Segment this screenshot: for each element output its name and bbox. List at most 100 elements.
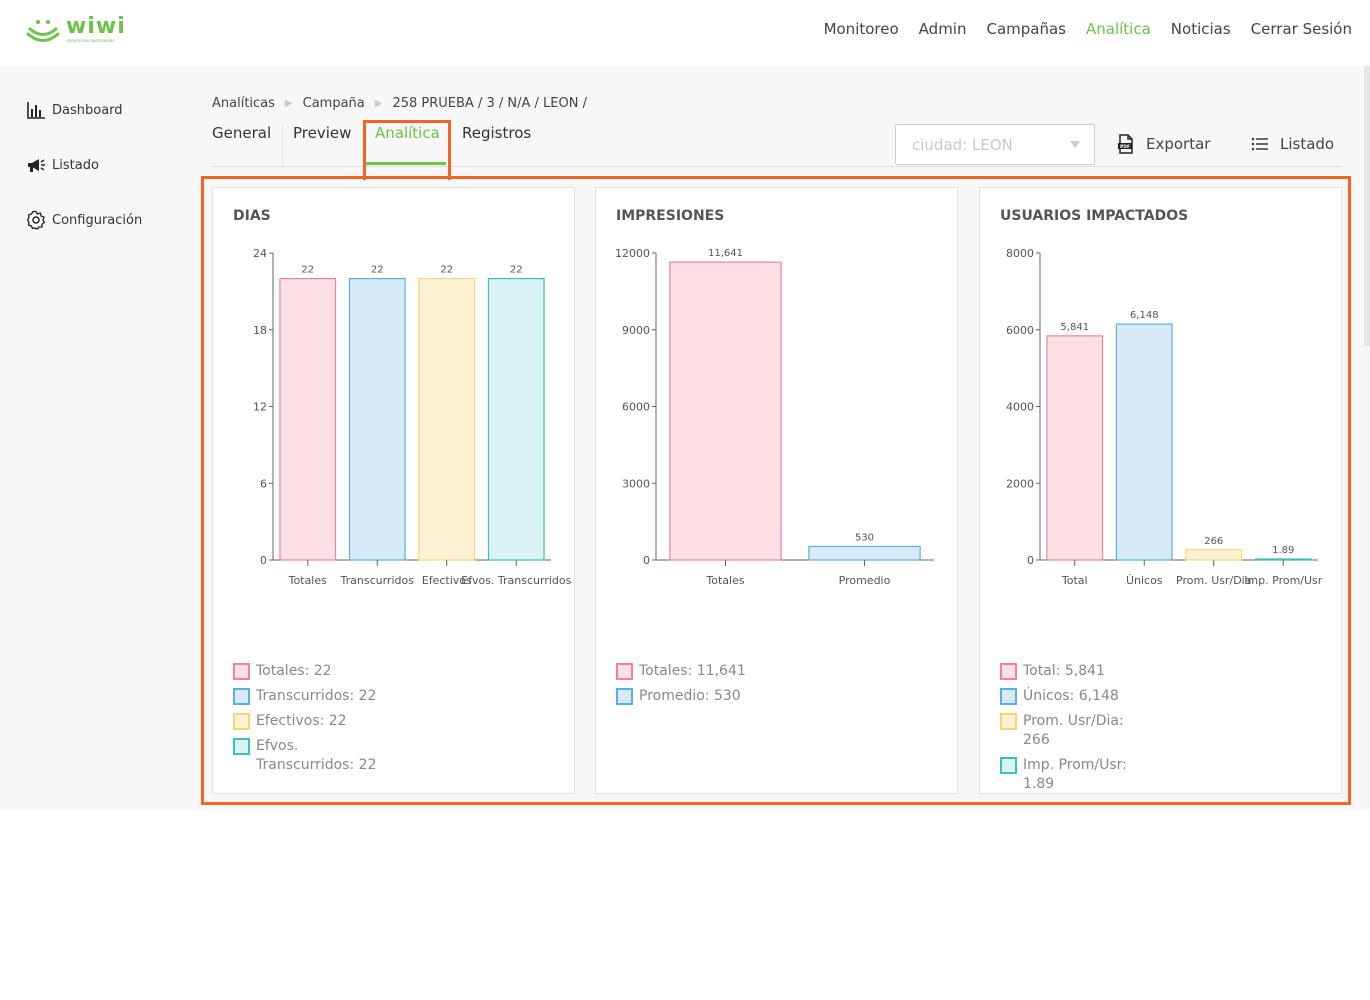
- y-tick-label: 12: [253, 401, 267, 414]
- nav-campanas[interactable]: Campañas: [986, 20, 1066, 38]
- legend-label: Promedio: 530: [639, 688, 741, 704]
- sidebar-item-listado[interactable]: Listado: [26, 151, 142, 179]
- tab-general[interactable]: General: [212, 124, 272, 142]
- data-label: 6,148: [1130, 310, 1159, 321]
- legend-item[interactable]: Transcurridos: 22: [233, 687, 386, 706]
- export-label: Exportar: [1146, 135, 1211, 153]
- legend-item[interactable]: Totales: 22: [233, 662, 386, 681]
- tab-preview[interactable]: Preview: [293, 124, 352, 142]
- legend-label: Totales: 22: [256, 663, 332, 679]
- legend-label: Únicos: 6,148: [1023, 688, 1119, 704]
- y-tick-label: 8000: [1006, 247, 1034, 260]
- chart-legend: Totales: 11,641 Promedio: 530: [616, 662, 746, 712]
- brand-name: wiwi: [66, 14, 126, 39]
- wifi-smile-icon: [26, 20, 60, 42]
- nav-analitica[interactable]: Analítica: [1086, 20, 1151, 38]
- y-tick-label: 3000: [622, 477, 650, 490]
- sidebar-item-label: Configuración: [52, 212, 143, 228]
- legend-label: Efectivos: 22: [256, 713, 347, 729]
- chart-card-dias: DIAS 0 6 12 18 24 22 Totales 22 Transcurridos 22 E…: [212, 187, 575, 794]
- active-tab-indicator: [366, 162, 446, 165]
- bar: [487, 277, 545, 561]
- tab-registros[interactable]: Registros: [462, 124, 532, 142]
- legend-item[interactable]: Totales: 11,641: [616, 662, 746, 681]
- data-label: 530: [855, 532, 874, 543]
- y-tick-label: 0: [643, 554, 650, 567]
- legend-swatch: [233, 663, 250, 680]
- breadcrumb: Analíticas ▶ Campaña ▶ 258 PRUEBA / 3 / …: [212, 96, 587, 111]
- y-tick-label: 9000: [622, 324, 650, 337]
- sidebar-item-configuracion[interactable]: Configuración: [26, 206, 142, 234]
- highlight-tab-box: [363, 120, 451, 180]
- x-tick-label: Transcurridos: [340, 574, 415, 587]
- legend-label: Prom. Usr/Dia: 266: [1023, 713, 1124, 748]
- city-select[interactable]: ciudad: LEON: [895, 124, 1095, 165]
- chevron-down-icon: [1070, 141, 1080, 148]
- chart-legend: Totales: 22 Transcurridos: 22 Efectivos: 2…: [233, 662, 386, 781]
- chart-card-usuarios: USUARIOS IMPACTADOS 0 2000 4000 6000 8000 5,8…: [979, 187, 1342, 794]
- legend-swatch: [1000, 757, 1017, 774]
- tab-bar: General Preview Analítica Registros: [212, 124, 1342, 167]
- data-label: 5,841: [1060, 322, 1089, 333]
- chart-legend: Total: 5,841 Únicos: 6,148 Prom. Usr/Dia: …: [1000, 662, 1153, 800]
- legend-swatch: [233, 688, 250, 705]
- legend-item[interactable]: Efectivos: 22: [233, 712, 386, 731]
- gear-icon: [26, 210, 46, 230]
- y-tick-label: 18: [253, 324, 267, 337]
- nav-noticias[interactable]: Noticias: [1170, 20, 1231, 38]
- tab-analitica[interactable]: Analítica: [375, 124, 440, 142]
- brand-tagline: sistema de operaciones: [67, 38, 115, 43]
- legend-item[interactable]: Prom. Usr/Dia: 266: [1000, 712, 1153, 750]
- y-tick-label: 4000: [1006, 401, 1034, 414]
- nav-cerrar-sesion[interactable]: Cerrar Sesión: [1250, 20, 1352, 38]
- data-label: 11,641: [708, 248, 743, 259]
- nav-monitoreo[interactable]: Monitoreo: [823, 20, 899, 38]
- data-label: 22: [371, 265, 384, 276]
- sidebar-item-label: Listado: [52, 157, 99, 173]
- sidebar-item-dashboard[interactable]: Dashboard: [26, 96, 142, 124]
- breadcrumb-analiticas[interactable]: Analíticas: [212, 96, 275, 111]
- brand-logo[interactable]: wiwi sistema de operaciones: [26, 14, 136, 46]
- bar-chart-dias: 0 6 12 18 24 22 Totales 22 Transcurridos 22 Efecti…: [253, 247, 572, 587]
- y-tick-label: 6: [260, 477, 267, 490]
- y-tick-label: 0: [1027, 554, 1034, 567]
- legend-swatch: [616, 663, 633, 680]
- list-button[interactable]: Listado: [1250, 130, 1334, 158]
- y-tick-label: 0: [260, 554, 267, 567]
- legend-swatch: [233, 713, 250, 730]
- page-footer-blank: [0, 810, 1370, 1000]
- legend-item[interactable]: Total: 5,841: [1000, 662, 1153, 681]
- x-tick-label: Prom. Usr/Dia: [1176, 574, 1251, 587]
- x-tick-label: Totales: [705, 574, 744, 587]
- tab-divider: [282, 124, 283, 166]
- legend-item[interactable]: Imp. Prom/Usr: 1.89: [1000, 756, 1153, 794]
- export-button[interactable]: PDF Exportar: [1116, 130, 1210, 158]
- x-tick-label: Efvos. Transcurridos: [461, 574, 571, 587]
- legend-item[interactable]: Efvos. Transcurridos: 22: [233, 737, 386, 775]
- x-tick-label: Imp. Prom/Usr: [1244, 574, 1323, 587]
- sidebar: Dashboard Listado Configuración: [26, 96, 142, 261]
- y-tick-label: 6000: [1006, 324, 1034, 337]
- nav-admin[interactable]: Admin: [918, 20, 967, 38]
- legend-swatch: [616, 688, 633, 705]
- legend-item[interactable]: Únicos: 6,148: [1000, 687, 1153, 706]
- legend-label: Transcurridos: 22: [256, 688, 377, 704]
- y-tick-label: 12000: [615, 247, 650, 260]
- bar: [418, 277, 476, 561]
- list-icon: [1251, 137, 1268, 151]
- bar: [1046, 335, 1104, 561]
- breadcrumb-campana[interactable]: Campaña: [302, 96, 365, 111]
- chevron-right-icon: ▶: [374, 98, 383, 109]
- scrollbar[interactable]: [1364, 66, 1370, 346]
- y-tick-label: 2000: [1006, 477, 1034, 490]
- chart-title: DIAS: [233, 208, 271, 224]
- legend-label: Total: 5,841: [1023, 663, 1105, 679]
- legend-label: Efvos. Transcurridos: 22: [256, 738, 377, 773]
- chevron-right-icon: ▶: [284, 98, 293, 109]
- sidebar-item-label: Dashboard: [52, 102, 123, 118]
- legend-swatch: [1000, 663, 1017, 680]
- x-tick-label: Totales: [288, 574, 327, 587]
- legend-item[interactable]: Promedio: 530: [616, 687, 746, 706]
- data-label: 22: [440, 265, 453, 276]
- x-tick-label: Únicos: [1126, 574, 1163, 587]
